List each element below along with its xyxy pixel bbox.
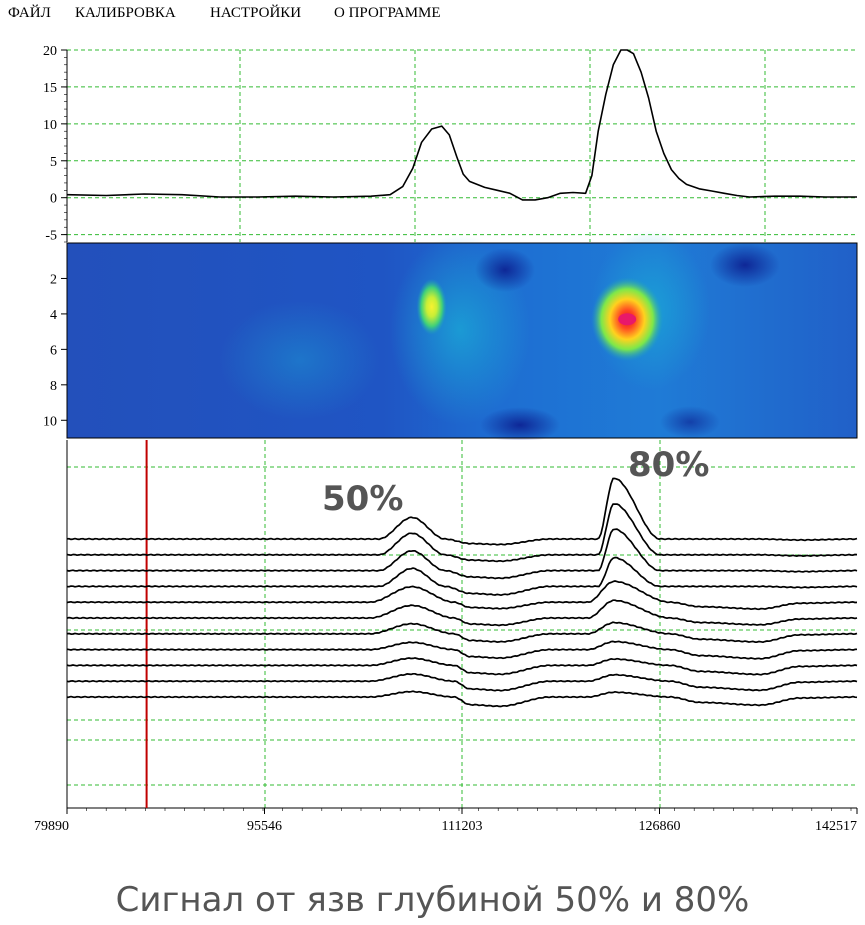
amplitude-plot-background	[67, 50, 857, 242]
heatmap-low-region	[710, 243, 780, 287]
amplitude-trace	[66, 49, 857, 201]
heatmap-ytick-label: 4	[50, 308, 57, 323]
amplitude-ytick-label: 15	[43, 81, 57, 96]
x-tick-label: 111203	[442, 819, 483, 834]
heatmap-ytick-label: 6	[50, 343, 57, 358]
menu-settings[interactable]: НАСТРОЙКИ	[210, 5, 302, 21]
x-tick-label: 79890	[34, 819, 69, 834]
channel-trace-3	[66, 528, 858, 580]
amplitude-chart: 20 15 10 5 0 -5	[43, 44, 857, 244]
menu-file[interactable]: ФАЙЛ	[8, 5, 51, 21]
heatmap-ytick-label: 8	[50, 379, 57, 394]
menu-about[interactable]: О ПРОГРАММЕ	[334, 5, 441, 21]
amplitude-ytick-label: 10	[43, 118, 57, 133]
channel-trace-1	[66, 477, 858, 546]
heatmap-spot-core	[618, 313, 637, 326]
heatmap-halo	[220, 300, 380, 420]
x-tick-label: 142517	[815, 819, 857, 834]
amplitude-ytick-label: 0	[50, 192, 57, 207]
heatmap-low-region	[480, 407, 560, 443]
plot-area: 20 15 10 5 0 -5 2 4 6 8 10 50% 80% 79890 95546 111203…	[0, 30, 865, 840]
amplitude-ytick-label: -5	[45, 229, 57, 244]
channel-trace-6	[66, 599, 858, 627]
channel-trace-7	[66, 621, 858, 644]
menu-bar: ФАЙЛ КАЛИБРОВКА НАСТРОЙКИ О ПРОГРАММЕ	[0, 0, 865, 28]
x-tick-label: 126860	[638, 819, 680, 834]
heatmap-low-region	[660, 406, 720, 438]
channel-trace-2	[66, 503, 858, 563]
x-tick-label: 95546	[247, 819, 282, 834]
charts-canvas: 20 15 10 5 0 -5 2 4 6 8 10 50% 80% 79890 95546 111203…	[34, 44, 858, 834]
channel-trace-11	[66, 690, 858, 708]
annotation-80-percent: 80%	[628, 445, 709, 485]
depth-heatmap: 2 4 6 8 10	[43, 230, 858, 443]
channel-trace-5	[66, 580, 858, 611]
slide-caption: Сигнал от язв глубиной 50% и 80%	[115, 880, 750, 920]
heatmap-spot-50	[416, 278, 447, 335]
amplitude-ytick-label: 5	[50, 155, 57, 170]
heatmap-frame	[66, 242, 858, 439]
channel-trace-8	[66, 640, 858, 660]
heatmap-ytick-label: 2	[50, 272, 57, 287]
multichannel-chart: 50% 80% 79890 95546 111203 126860 142517	[34, 440, 858, 834]
menu-calibration[interactable]: КАЛИБРОВКА	[75, 5, 176, 21]
channel-trace-10	[66, 672, 858, 692]
amplitude-ytick-label: 20	[43, 44, 57, 59]
channel-trace-4	[66, 556, 858, 597]
annotation-50-percent: 50%	[322, 479, 403, 519]
channel-trace-9	[66, 657, 858, 676]
heatmap-ytick-label: 10	[43, 414, 57, 429]
heatmap-low-region	[475, 248, 535, 292]
